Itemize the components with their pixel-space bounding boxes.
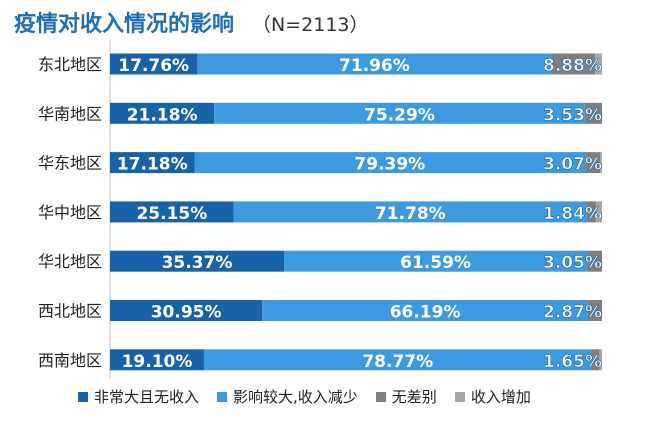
data-label: 61.59%	[400, 253, 471, 273]
bar-segment	[591, 349, 600, 371]
bar-segment	[595, 53, 602, 75]
category-label: 华南地区	[38, 104, 102, 123]
bar-segment	[587, 250, 603, 272]
data-label: 3.07%	[543, 155, 602, 175]
bar-segment	[586, 201, 596, 223]
data-label: 66.19%	[390, 303, 461, 323]
data-label: 3.05%	[543, 253, 602, 273]
data-label: 75.29%	[364, 105, 435, 125]
chart-title-text: 疫情对收入情况的影响	[14, 12, 235, 37]
data-label: 79.39%	[354, 155, 425, 175]
data-label: 2.87%	[543, 303, 602, 323]
bar-segment	[599, 349, 602, 371]
bar-segment	[110, 152, 195, 174]
legend-label: 无差别	[391, 388, 437, 406]
legend-label: 影响较大,收入减少	[233, 388, 358, 406]
chart-title: 疫情对收入情况的影响 （N=2113）	[14, 6, 369, 38]
legend-swatch	[217, 391, 228, 402]
category-label: 华中地区	[38, 203, 102, 222]
data-label: 17.76%	[118, 56, 189, 76]
data-label: 17.18%	[117, 155, 188, 175]
data-label: 71.78%	[375, 204, 446, 224]
data-label: 71.96%	[339, 56, 410, 76]
bar-segment	[284, 250, 588, 272]
data-label: 30.95%	[151, 303, 222, 323]
bar-segment	[110, 250, 285, 272]
category-label: 华北地区	[38, 252, 102, 271]
bar-segment	[262, 300, 588, 321]
bar-segment	[110, 300, 263, 321]
bar-segment	[595, 201, 602, 223]
data-label: 8.88%	[543, 56, 602, 76]
legend-swatch	[454, 391, 465, 402]
bar-segment	[585, 152, 601, 174]
legend-item: 影响较大,收入减少	[217, 386, 358, 407]
data-label: 1.65%	[543, 352, 602, 372]
category-label: 东北地区	[38, 55, 102, 74]
legend-swatch	[375, 391, 386, 402]
chart-subtitle: （N=2113）	[252, 14, 369, 36]
chart-legend: 非常大且无收入 影响较大,收入减少 无差别 收入增加	[78, 386, 549, 407]
bar-segment	[197, 53, 552, 75]
bar-segment	[233, 201, 587, 223]
category-label: 西南地区	[38, 351, 102, 370]
legend-item: 非常大且无收入	[78, 386, 199, 407]
data-label: 21.18%	[127, 105, 198, 125]
bar-segment	[194, 152, 586, 174]
legend-label: 收入增加	[470, 388, 531, 406]
bar-segment	[203, 349, 592, 371]
legend-label: 非常大且无收入	[94, 388, 200, 406]
bar-segment	[584, 102, 602, 124]
bar-segment	[600, 152, 602, 174]
bar-segment	[110, 53, 198, 75]
legend-swatch	[78, 391, 88, 402]
data-label: 78.77%	[362, 352, 433, 372]
bar-segment	[214, 102, 585, 124]
bar-segment	[551, 53, 596, 75]
category-label: 华东地区	[38, 154, 102, 173]
data-label: 19.10%	[122, 352, 193, 372]
legend-item: 收入增加	[454, 386, 531, 407]
data-label: 3.53%	[543, 105, 602, 125]
bar-segment	[110, 349, 204, 371]
bar-segment	[587, 300, 603, 321]
legend-item: 无差别	[375, 386, 437, 407]
category-label: 西北地区	[38, 302, 102, 321]
bar-segment	[110, 201, 234, 223]
data-label: 1.84%	[543, 204, 602, 224]
data-label: 35.37%	[162, 253, 233, 273]
bar-segment	[110, 102, 215, 124]
data-label: 25.15%	[136, 204, 207, 224]
